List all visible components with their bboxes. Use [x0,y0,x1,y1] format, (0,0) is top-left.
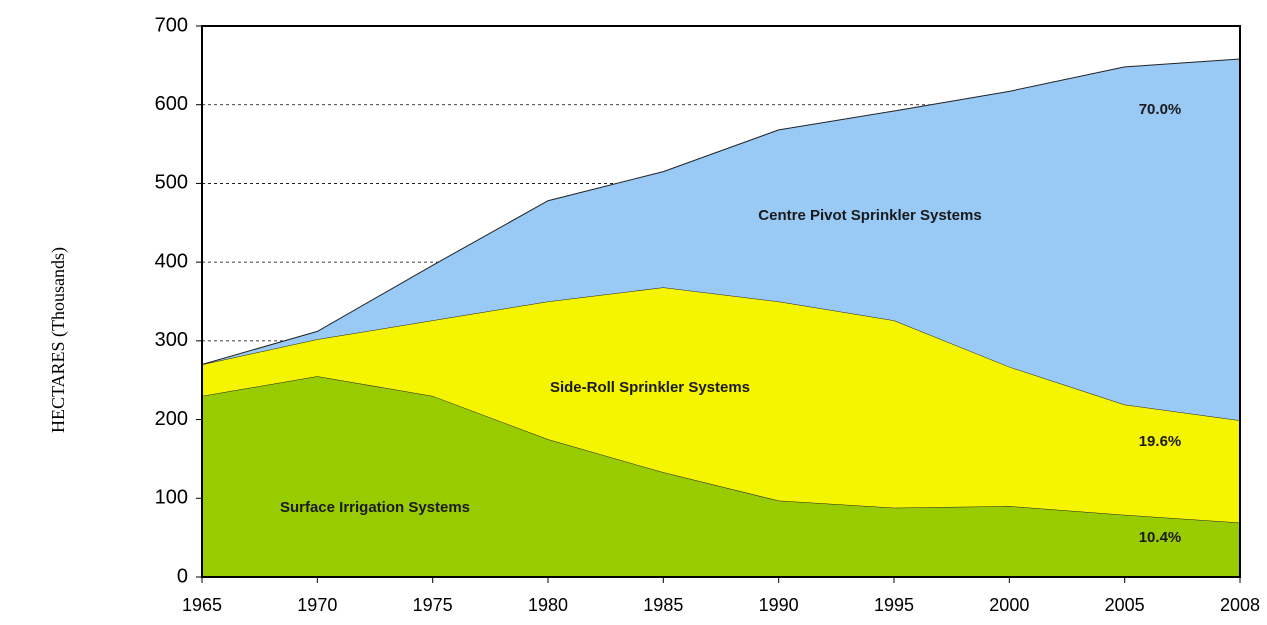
y-tick-label: 100 [155,487,188,509]
series-label: Surface Irrigation Systems [280,499,470,516]
x-tick-label: 1995 [874,595,914,615]
y-tick-label: 0 [177,565,188,587]
y-tick-label: 300 [155,329,188,351]
area-edge [201,58,1241,365]
area [202,287,1240,523]
y-tick-label: 600 [155,93,188,115]
share-label: 19.6% [1139,433,1182,450]
share-label: 10.4% [1139,529,1182,546]
y-tick-label: 500 [155,172,188,194]
x-tick-label: 2005 [1105,595,1145,615]
x-tick-label: 1985 [643,595,683,615]
x-tick-label: 1975 [413,595,453,615]
y-tick-label: 700 [155,14,188,36]
area [202,376,1240,577]
area [202,59,1240,421]
x-tick-label: 1965 [182,595,222,615]
x-tick-label: 2008 [1220,595,1260,615]
y-axis-label: HECTARES (Thousands) [48,247,69,433]
series-label: Side-Roll Sprinkler Systems [550,379,750,396]
x-tick-label: 1990 [759,595,799,615]
x-tick-label: 1970 [297,595,337,615]
series-label: Centre Pivot Sprinkler Systems [758,207,981,224]
x-tick-label: 2000 [989,595,1029,615]
plot-frame [201,25,1241,578]
x-tick-label: 1980 [528,595,568,615]
y-tick-label: 400 [155,250,188,272]
y-tick-label: 200 [155,408,188,430]
share-label: 70.0% [1139,101,1182,118]
